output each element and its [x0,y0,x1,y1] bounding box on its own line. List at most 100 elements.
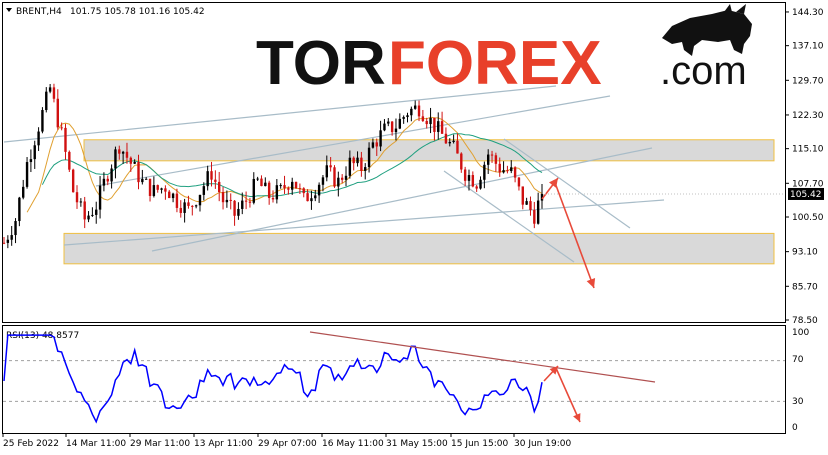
candle-body [248,201,252,203]
candle-body [160,188,163,190]
candle-body [502,170,505,173]
trendline[interactable] [151,147,653,252]
rsi-trendline[interactable] [309,331,656,383]
candle-body [25,162,29,187]
trendline[interactable] [503,138,631,229]
candle-body [410,108,413,116]
rsi-axis: 100 70 30 0 [792,328,809,433]
rsi-tick-100: 100 [792,328,809,338]
price-zones [63,139,775,265]
candle-body [348,157,352,176]
candle-body [237,208,240,216]
candle-body [340,177,344,180]
candle-body [325,165,328,178]
candle-body [118,149,121,154]
candle-body [283,185,286,189]
candle-body [456,140,459,154]
candle-body [487,154,490,165]
candle-body [141,178,144,183]
candle-body [60,127,63,129]
candle-body [536,200,540,224]
candle-body [233,200,236,216]
candle-body [383,123,386,131]
candle-body [37,131,40,146]
current-price-tag: 105.42 [788,187,824,200]
candle-body [29,159,33,163]
candle-body [406,115,409,118]
candle-body [310,198,313,202]
candle-body [137,161,140,183]
candle-body [413,105,417,109]
time-tick-label: 13 Apr 11:00 [194,439,253,449]
candle-body [344,175,348,180]
rsi-tick-70: 70 [792,355,804,365]
candle-body [33,145,36,160]
candle-body [98,185,102,210]
candle-body [490,154,494,156]
rsi-arrow-down[interactable] [555,367,581,423]
candle-body [540,193,544,201]
candle-body [56,98,59,128]
candle-body [64,127,67,152]
candle-body [510,167,513,172]
candle-body [529,201,532,211]
candle-body [291,181,294,190]
candle-body [525,201,528,205]
candle-body [10,235,13,240]
candle-body [106,178,109,182]
rsi-arrow-down-head [573,413,581,422]
candle-body [356,157,359,164]
projection-arrow-down[interactable] [553,179,595,289]
price-tick-label: 78.50 [792,316,818,326]
candle-body [125,151,129,158]
price-tick-label: 137.10 [792,42,824,52]
watermark-forex: FOREX [388,29,602,98]
support-zone[interactable] [63,232,775,265]
time-tick-label: 15 Jun 15:00 [451,439,508,449]
price-tick-label: 85.70 [792,282,818,292]
candle-body [371,142,375,148]
candle-body [506,170,509,172]
candle-body [95,209,98,215]
candle-body [314,195,317,199]
trendline[interactable] [3,85,557,143]
candle-body [452,140,455,143]
candle-body [229,199,232,201]
candle-body [429,117,432,125]
candle-body [398,118,402,129]
time-tick-label: 29 Apr 07:00 [258,439,317,449]
candle-body [352,157,355,164]
dropdown-triangle-icon[interactable] [6,8,12,12]
candle-body [225,199,229,203]
price-tick-label: 93.10 [792,248,818,258]
trendline[interactable] [95,95,611,187]
candle-body [279,185,282,187]
candle-body [241,200,244,209]
candle-body [329,165,332,168]
candle-body [221,192,225,203]
candle-body [448,142,451,144]
candle-body [2,242,6,244]
trendline[interactable] [443,170,575,263]
projection-arrows [541,177,596,289]
rsi-indicator [3,331,785,424]
candle-body [133,161,136,164]
candle-body [83,201,86,220]
candle-body [498,163,501,173]
candle-body [471,175,475,187]
candle-body [144,178,148,180]
candle-body [75,192,79,203]
price-panel [2,2,786,323]
candle-body [333,167,336,187]
rsi-line [3,334,543,424]
resistance-zone[interactable] [83,139,775,162]
candle-body [321,177,325,185]
rsi-tick-30: 30 [792,397,804,407]
bull-icon [662,10,752,56]
candle-body [45,91,48,111]
time-tick-label: 16 May 11:00 [322,439,384,449]
candle-body [437,121,440,132]
candle-body [110,168,113,182]
watermark-com: .com [660,49,747,93]
